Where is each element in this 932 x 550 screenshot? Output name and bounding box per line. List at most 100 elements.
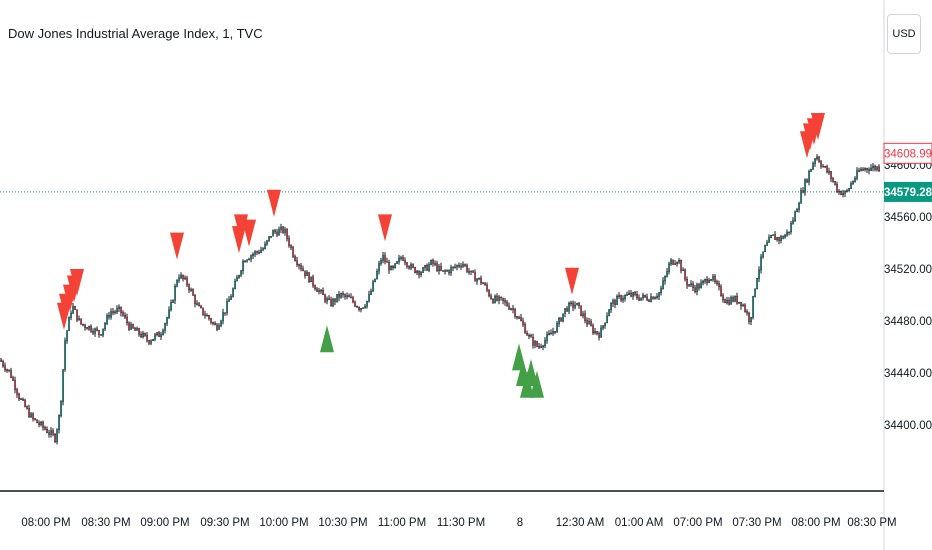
candle-body [198,303,200,307]
candle-body [758,269,761,279]
candle-body [356,305,358,308]
candle-body [302,268,304,272]
candle-body [104,323,107,330]
candle-body [440,266,442,271]
candle-body [580,305,583,316]
candle-body [616,295,619,305]
candle-body [830,171,833,179]
candle-body [90,325,93,332]
candle-body [452,266,454,269]
candle-body [38,422,41,425]
candle-body [746,311,749,314]
candle-body [578,302,581,306]
candle-body [756,278,759,289]
candle-body [606,315,609,323]
candle-body [698,284,701,289]
candle-body [622,298,625,301]
candle-body [426,264,428,271]
candle-body [424,264,426,268]
candle-body [860,168,863,172]
candle-body [128,322,130,330]
candle-body [554,331,557,333]
candle-body [778,237,781,241]
candle-body [288,238,290,246]
candle-body [510,308,512,310]
candle-body [294,256,296,261]
candle-body [838,190,841,193]
candle-body [328,298,330,300]
time-tick-label: 07:00 PM [673,517,722,529]
candle-body [272,230,274,237]
candle-body [54,434,57,442]
candle-body [836,184,839,192]
candle-body [676,261,679,264]
candle-body [76,309,79,321]
candle-body [672,259,675,265]
candle-body [450,267,452,274]
candle-body [30,413,32,418]
candle-body [144,333,146,336]
candle-body [62,369,65,402]
candle-body [266,240,268,245]
currency-button[interactable]: USD [887,14,921,54]
candle-body [92,330,95,334]
candle-body [662,280,665,289]
candle-body [710,279,713,281]
candle-body [724,299,727,304]
candle-body [740,302,743,307]
candle-body [784,234,787,239]
candle-body [86,327,89,330]
candle-body [308,272,310,283]
candle-body [566,308,569,312]
candle-body [100,334,103,336]
candle-body [258,251,260,254]
candle-body [564,308,567,314]
candle-body [504,300,506,303]
time-axis-labels[interactable]: 08:00 PM 08:30 PM 09:00 PM 09:30 PM 10:00 PM… [21,517,896,529]
candles [0,154,881,445]
candle-body [538,346,541,348]
candle-body [8,369,10,371]
candle-body [234,280,236,289]
candle-body [472,270,474,273]
candle-body [520,317,523,322]
candle-body [694,287,697,292]
candle-body [872,165,875,169]
candle-body [594,331,597,334]
candle-body [338,294,340,298]
candle-body [402,257,404,261]
time-tick-label: 08:00 PM [21,517,70,529]
candle-body [26,406,28,409]
candle-body [216,324,218,330]
candle-body [468,271,470,273]
candle-body [126,316,129,324]
candle-body [412,264,414,268]
candle-body [292,247,294,257]
candle-body [498,296,500,301]
candle-body [588,321,591,325]
candle-body [22,399,24,401]
candle-body [442,270,444,272]
candle-body [870,167,873,171]
candle-body [240,270,242,276]
price-axis-bg[interactable] [884,0,932,550]
candle-body [280,226,282,230]
candle-body [4,365,7,370]
candle-body [508,305,510,310]
time-tick-label: 09:30 PM [200,517,249,529]
candle-body [422,267,424,273]
candle-body [114,311,117,314]
candle-body [866,168,869,170]
candle-body [136,328,138,331]
candle-body [276,231,278,236]
candle-body [414,267,416,273]
candle-body [282,226,284,233]
price-tick-label: 34480.00 [884,316,932,328]
candle-body [528,335,531,337]
candle-body [300,265,302,270]
candle-body [406,262,408,267]
candle-body [532,337,535,346]
candle-body [792,220,795,224]
candle-body [490,295,492,300]
